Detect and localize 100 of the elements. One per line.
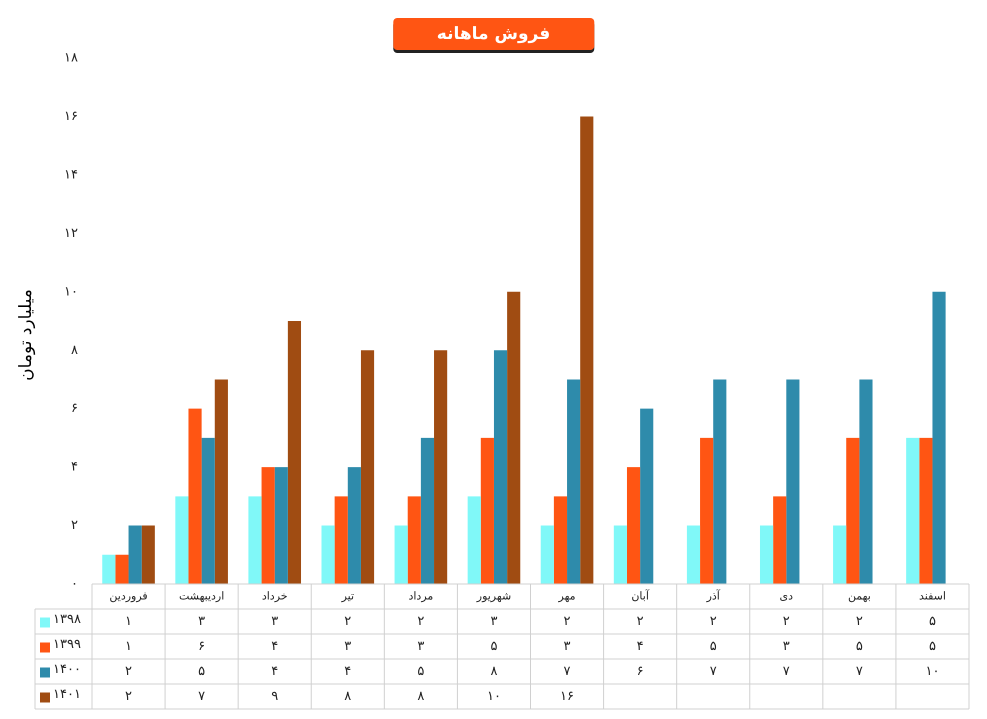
data-label: ۵ (710, 638, 717, 654)
data-label: ۱۰ (486, 688, 501, 704)
x-tick-label: خرداد (262, 589, 288, 602)
bar (115, 554, 129, 584)
bar (906, 438, 920, 584)
bar (494, 350, 508, 584)
data-label: ۵ (198, 664, 206, 679)
data-label: ۲ (417, 614, 424, 629)
bar (567, 379, 580, 584)
bar (188, 408, 202, 584)
bar (786, 379, 800, 584)
bar (580, 116, 594, 584)
x-tick-label: بهمن (848, 589, 871, 602)
bar (288, 321, 302, 584)
data-label: ۷ (564, 664, 571, 679)
data-label: ۵ (417, 664, 424, 679)
data-label: ۵ (490, 638, 498, 654)
data-label: ۴ (636, 638, 644, 654)
data-label: ۸ (490, 664, 498, 679)
y-axis-title: میلیارد تومان (16, 289, 36, 381)
bar (846, 438, 860, 584)
data-label: ۳ (344, 638, 352, 654)
y-tick-label: ۱۶ (64, 108, 78, 124)
bar (202, 438, 215, 584)
bar (274, 467, 288, 584)
y-tick-label: ۱۰ (64, 283, 78, 298)
bar (760, 526, 774, 584)
data-label: ۳ (198, 614, 206, 629)
data-label: ۲ (344, 614, 352, 629)
data-label: ۱ (125, 638, 132, 654)
bar (434, 350, 448, 584)
data-label: ۱۰ (925, 664, 940, 679)
x-tick-label: شهریور (476, 589, 512, 602)
x-tick-label: دی (780, 589, 794, 602)
y-tick-label: ۰ (71, 576, 78, 591)
y-tick-label: ۶ (71, 400, 78, 416)
data-label: ۸ (344, 688, 352, 704)
x-tick-label: اسفند (918, 589, 946, 602)
y-tick-label: ۱۴ (64, 166, 78, 182)
bar (640, 408, 654, 584)
data-label: ۳ (417, 638, 424, 654)
chart-title: فروش ماهانه (392, 18, 594, 50)
data-label: ۲ (856, 614, 863, 629)
bar (408, 496, 421, 584)
bar (394, 526, 408, 584)
bar (773, 496, 786, 584)
y-tick-label: ۱۸ (64, 50, 78, 65)
data-label: ۲ (710, 614, 717, 629)
x-tick-label: مهر (558, 589, 576, 602)
bar (175, 496, 188, 584)
data-label: ۲ (782, 614, 790, 629)
x-tick-label: فروردین (109, 589, 148, 602)
bar (480, 438, 494, 584)
data-label: ۶ (198, 638, 206, 654)
data-label: ۸ (417, 688, 424, 704)
bar (214, 379, 228, 584)
bar (360, 350, 374, 584)
data-label: ۹ (271, 688, 278, 704)
data-label: ۲ (564, 614, 571, 629)
bar (142, 526, 155, 584)
data-label: ۴ (271, 638, 278, 654)
data-label: ۲ (636, 614, 644, 629)
data-label: ۷ (856, 664, 863, 679)
bar (919, 438, 932, 584)
y-tick-label: ۲ (71, 517, 78, 532)
data-label: ۶ (636, 664, 644, 679)
x-tick-label: آذر (706, 588, 721, 602)
data-label: ۵ (928, 614, 936, 629)
data-label: ۳ (782, 638, 790, 654)
bar (348, 467, 361, 584)
x-tick-label: آبان (631, 588, 650, 602)
data-label: ۲ (125, 688, 132, 704)
data-label: ۴ (344, 664, 352, 679)
y-tick-label: ۴ (71, 458, 78, 474)
data-label: ۴ (271, 664, 278, 679)
bar (334, 496, 348, 584)
data-label: ۳ (271, 614, 278, 629)
data-label: ۳ (564, 638, 571, 654)
x-tick-label: مرداد (408, 589, 434, 602)
bar (507, 292, 520, 584)
bar (614, 526, 627, 584)
y-tick-label: ۸ (71, 342, 78, 357)
bar (102, 554, 116, 584)
data-label: ۱۶ (560, 688, 574, 704)
bar (932, 292, 946, 584)
bar (262, 467, 275, 584)
bar (859, 379, 873, 584)
bar (540, 526, 554, 584)
bar (248, 496, 262, 584)
legend-label: ۱۴۰۰ (53, 662, 81, 677)
y-tick-label: ۱۲ (64, 224, 78, 240)
bar (700, 438, 714, 584)
data-label: ۷ (710, 664, 717, 679)
bar (686, 526, 700, 584)
legend-label: ۱۴۰۱ (53, 686, 81, 702)
legend-label: ۱۳۹۹ (53, 636, 81, 652)
bar (468, 496, 481, 584)
data-label: ۵ (928, 638, 936, 654)
data-label: ۷ (198, 688, 206, 704)
data-label: ۵ (856, 638, 863, 654)
